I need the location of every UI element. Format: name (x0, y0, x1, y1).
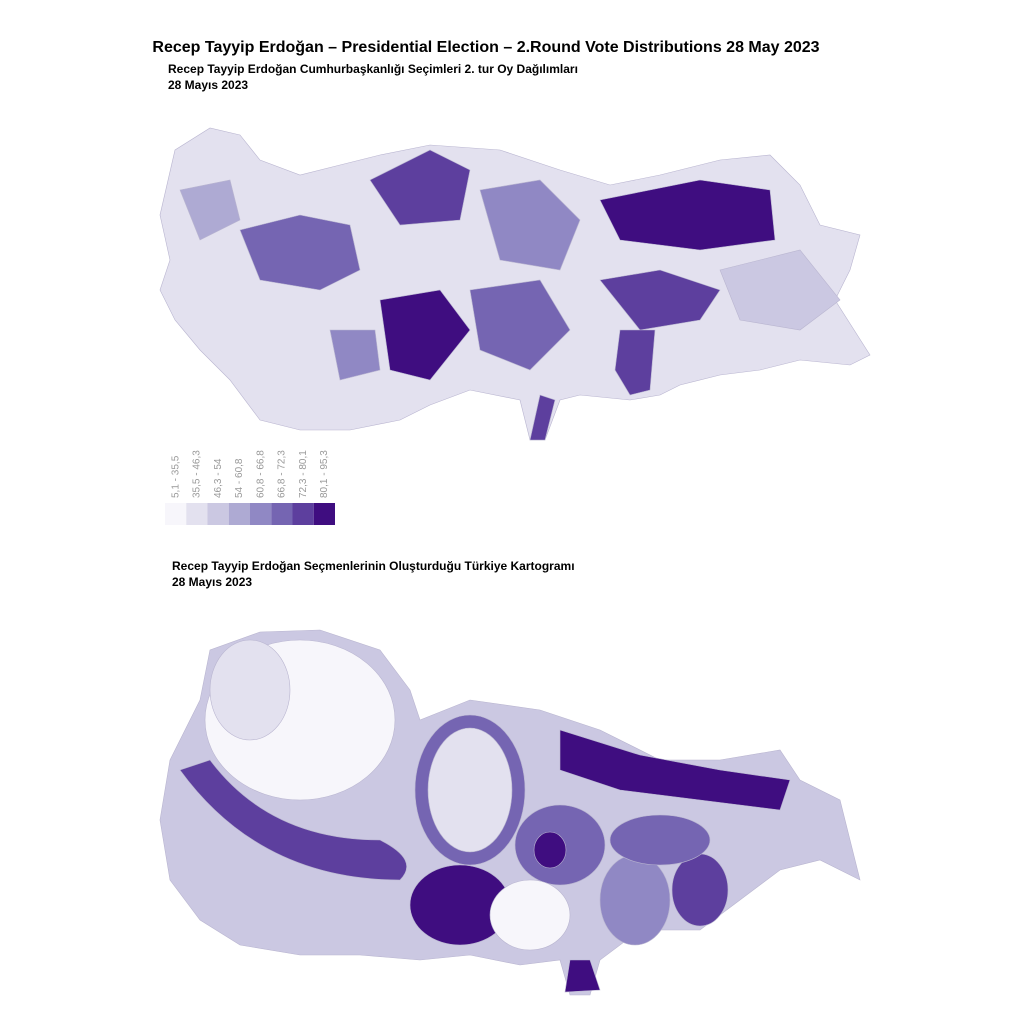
legend-label: 54 - 60,8 (234, 458, 245, 498)
legend: 5,1 - 35,5 35,5 - 46,3 46,3 - 54 54 - 60,8 6… (165, 450, 335, 525)
legend-label: 5,1 - 35,5 (170, 455, 181, 498)
legend-swatch (228, 503, 250, 525)
map1-title: Recep Tayyip Erdoğan Cumhurbaşkanlığı Se… (168, 62, 578, 76)
map2-date: 28 Mayıs 2023 (172, 575, 252, 589)
choropleth-map (159, 127, 871, 441)
map1-date: 28 Mayıs 2023 (168, 78, 248, 92)
legend-label: 46,3 - 54 (213, 458, 224, 498)
legend-label: 72,3 - 80,1 (298, 450, 309, 498)
legend-swatch (186, 503, 208, 525)
legend-swatch (207, 503, 229, 525)
legend-swatch (292, 503, 314, 525)
legend-label: 66,8 - 72,3 (277, 450, 288, 498)
legend-swatch (165, 503, 187, 525)
legend-swatch (313, 503, 335, 525)
main-title: Recep Tayyip Erdoğan – Presidential Elec… (152, 39, 819, 56)
legend-label: 35,5 - 46,3 (192, 450, 203, 498)
legend-label: 60,8 - 66,8 (255, 450, 266, 498)
cartogram (159, 629, 861, 996)
legend-label: 80,1 - 95,3 (319, 450, 330, 498)
legend-swatch (250, 503, 272, 525)
map2-title: Recep Tayyip Erdoğan Seçmenlerinin Oluşt… (172, 559, 575, 573)
legend-swatch (271, 503, 293, 525)
